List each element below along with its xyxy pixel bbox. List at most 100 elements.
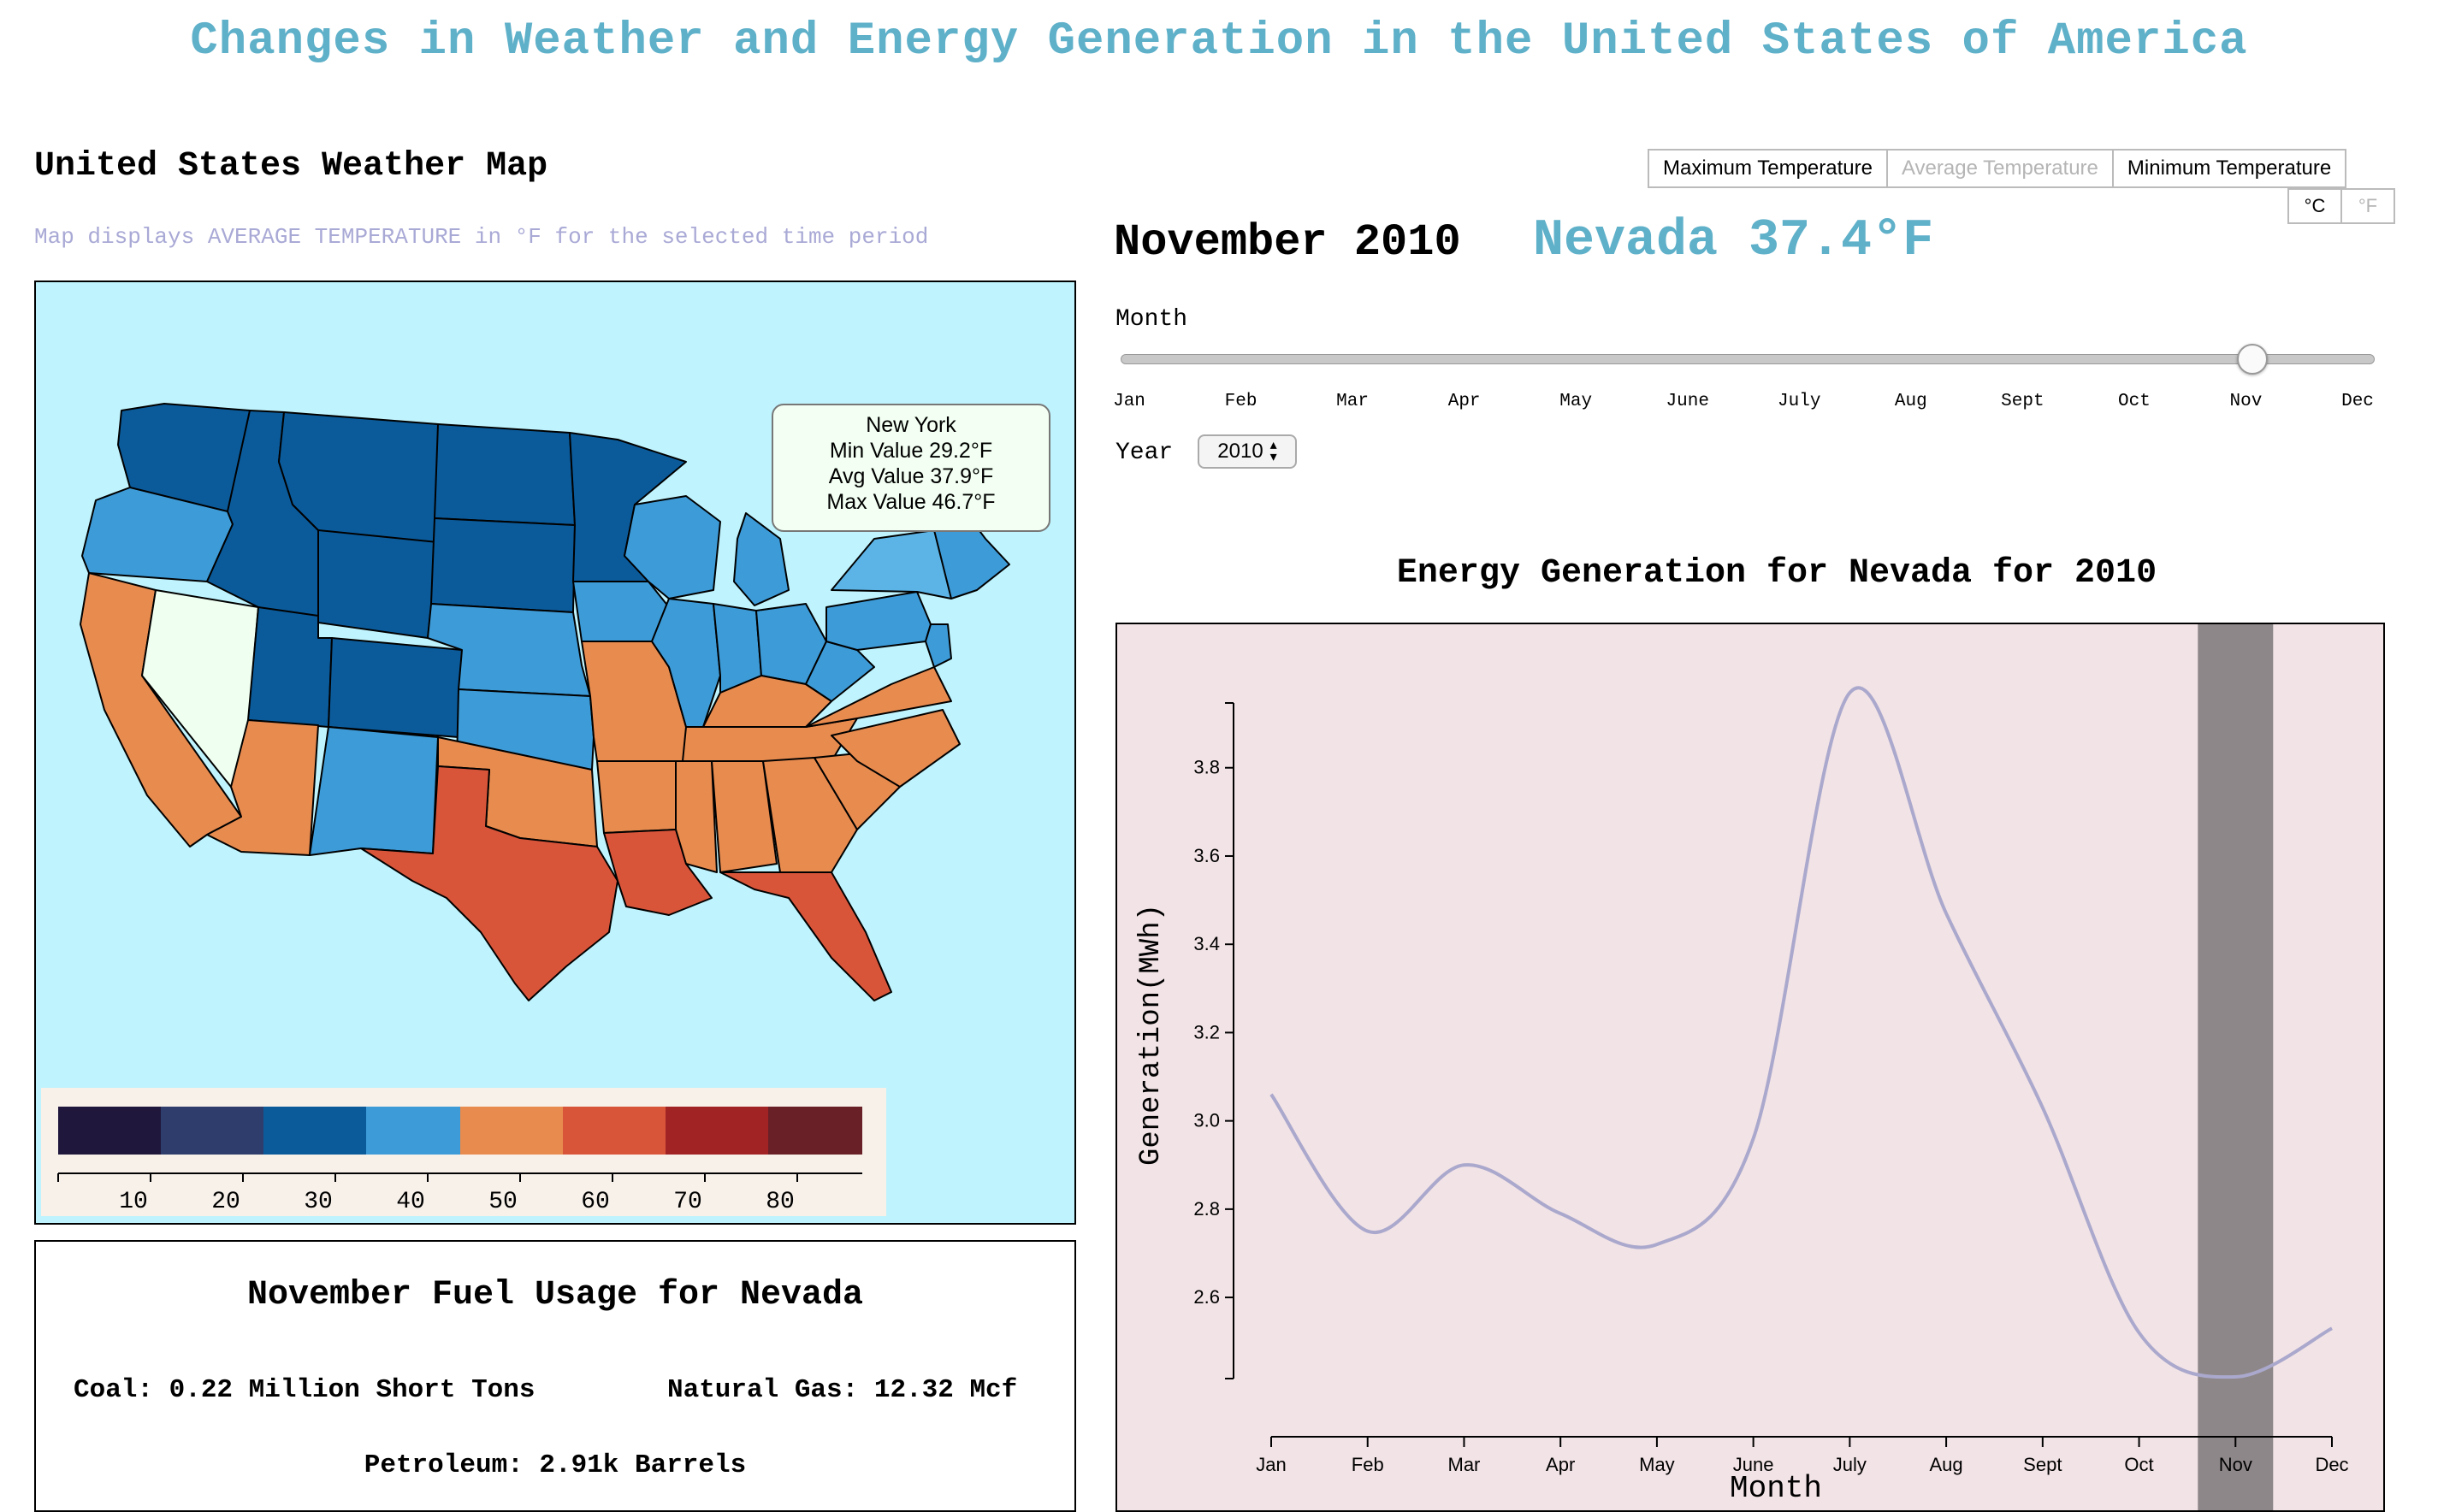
legend-tick-label: 60 — [581, 1189, 610, 1215]
x-tick-label: Jan — [1256, 1454, 1286, 1475]
legend-tick-label: 10 — [119, 1189, 148, 1215]
state-georgia[interactable] — [762, 757, 858, 873]
map-subtitle: Map displays AVERAGE TEMPERATURE in °F f… — [34, 224, 929, 250]
year-label: Year — [1115, 440, 1174, 466]
x-tick-label: Feb — [1352, 1454, 1384, 1475]
state-alabama[interactable] — [711, 760, 778, 873]
y-tick-label: 3.8 — [1193, 757, 1220, 778]
max-temperature-button[interactable]: Maximum Temperature — [1648, 149, 1888, 188]
state-west-virginia[interactable] — [805, 641, 875, 702]
legend-swatch — [366, 1107, 460, 1155]
state-pennsylvania[interactable] — [825, 591, 932, 651]
month-tick-label: June — [1666, 392, 1709, 411]
x-tick-label: July — [1833, 1454, 1867, 1475]
unit-buttons: °C °F — [2287, 188, 2395, 224]
fuel-natural-gas: Natural Gas: 12.32 Mcf — [667, 1375, 1018, 1405]
legend-swatch — [460, 1107, 563, 1155]
legend-swatch — [263, 1107, 366, 1155]
month-tick-label: Sept — [2001, 392, 2044, 411]
month-tick-label: May — [1559, 392, 1593, 411]
state-north-carolina[interactable] — [831, 709, 961, 788]
legend-swatch — [563, 1107, 666, 1155]
x-tick-label: Oct — [2124, 1454, 2153, 1475]
month-tick-label: July — [1778, 392, 1821, 411]
x-tick-label: Aug — [1930, 1454, 1963, 1475]
tooltip-max: Max Value 46.7°F — [826, 490, 996, 514]
month-tick-label: Apr — [1447, 392, 1481, 411]
state-south-dakota[interactable] — [430, 517, 576, 613]
state-new-york[interactable] — [831, 529, 952, 599]
state-arkansas[interactable] — [596, 760, 683, 834]
month-tick-label: Dec — [2341, 392, 2374, 411]
page-title: Changes in Weather and Energy Generation… — [190, 15, 2248, 68]
generation-line — [1269, 686, 2333, 1379]
year-select[interactable]: 2010 ▴ ▾ — [1198, 434, 1297, 469]
map-title: United States Weather Map — [34, 147, 548, 186]
color-legend: 10 20 30 40 50 60 70 80 — [41, 1088, 886, 1216]
tooltip-state: New York — [866, 413, 956, 437]
month-label: Month — [1115, 306, 1188, 333]
state-north-dakota[interactable] — [434, 423, 576, 526]
state-texas[interactable] — [360, 765, 618, 1001]
updown-arrows-icon: ▴ ▾ — [1269, 438, 1277, 464]
y-tick-label: 3.0 — [1193, 1110, 1220, 1131]
y-tick-label: 3.4 — [1193, 933, 1220, 954]
x-axis-label: Month — [1730, 1471, 1822, 1506]
state-utah[interactable] — [247, 606, 333, 728]
y-tick-label: 3.6 — [1193, 845, 1220, 866]
celsius-button[interactable]: °C — [2287, 188, 2342, 224]
legend-tick-label: 70 — [673, 1189, 702, 1215]
x-tick-label: Mar — [1448, 1454, 1481, 1475]
legend-tick-label: 50 — [488, 1189, 518, 1215]
fuel-coal: Coal: 0.22 Million Short Tons — [74, 1375, 536, 1405]
fuel-usage-panel: November Fuel Usage for Nevada Coal: 0.2… — [34, 1240, 1076, 1512]
selected-date: November 2010 — [1114, 217, 1461, 268]
state-colorado[interactable] — [328, 637, 463, 738]
avg-temperature-button[interactable]: Average Temperature — [1885, 149, 2114, 188]
y-tick-label: 3.2 — [1193, 1021, 1220, 1042]
tooltip-avg: Avg Value 37.9°F — [828, 464, 994, 488]
state-wisconsin[interactable] — [624, 495, 721, 599]
temperature-type-buttons: Maximum Temperature Average Temperature … — [1648, 149, 2347, 188]
month-tick-label: Aug — [1894, 392, 1927, 411]
legend-tick-label: 30 — [304, 1189, 333, 1215]
state-michigan[interactable] — [733, 512, 790, 606]
legend-swatch — [161, 1107, 263, 1155]
x-tick-label: Nov — [2219, 1454, 2252, 1475]
month-tick-label: Mar — [1336, 392, 1369, 411]
energy-chart-title: Energy Generation for Nevada for 2010 — [1396, 554, 2157, 593]
selected-state-temperature: Nevada 37.4°F — [1533, 212, 1934, 270]
month-tick-label: Nov — [2229, 392, 2263, 411]
legend-swatch — [58, 1107, 161, 1155]
state-virginia[interactable] — [805, 666, 952, 728]
y-axis-label: Generation(MWh) — [1135, 904, 1168, 1166]
month-tick-label: Feb — [1224, 392, 1257, 411]
min-temperature-button[interactable]: Minimum Temperature — [2111, 149, 2347, 188]
month-slider-handle[interactable] — [2237, 344, 2269, 375]
state-wyoming[interactable] — [317, 529, 439, 639]
state-new-mexico[interactable] — [309, 726, 439, 856]
fahrenheit-button[interactable]: °F — [2340, 188, 2395, 224]
y-tick-label: 2.6 — [1193, 1286, 1220, 1308]
year-select-value: 2010 — [1217, 440, 1263, 463]
legend-tick-label: 40 — [396, 1189, 425, 1215]
x-tick-label: Apr — [1546, 1454, 1575, 1475]
x-tick-label: June — [1733, 1454, 1774, 1475]
fuel-petroleum: Petroleum: 2.91k Barrels — [364, 1450, 747, 1480]
state-mississippi[interactable] — [675, 760, 718, 873]
month-tick-label: Jan — [1113, 392, 1145, 411]
state-tooltip: New York Min Value 29.2°F Avg Value 37.9… — [772, 404, 1050, 532]
selected-month-highlight — [2198, 624, 2274, 1510]
state-florida[interactable] — [719, 871, 892, 1001]
legend-swatch — [768, 1107, 862, 1155]
state-arizona[interactable] — [206, 719, 319, 856]
state-new-jersey[interactable] — [925, 623, 952, 668]
legend-swatch — [666, 1107, 768, 1155]
tooltip-min: Min Value 29.2°F — [829, 439, 993, 463]
x-tick-label: Sept — [2023, 1454, 2062, 1475]
energy-chart: 2.6 2.8 3.0 3.2 3.4 3.6 3.8 Generation(MWh) Jan F… — [1115, 623, 2385, 1512]
month-tick-label: Oct — [2118, 392, 2151, 411]
month-slider[interactable] — [1121, 354, 2375, 364]
x-tick-label: May — [1639, 1454, 1675, 1475]
x-tick-label: Dec — [2315, 1454, 2348, 1475]
